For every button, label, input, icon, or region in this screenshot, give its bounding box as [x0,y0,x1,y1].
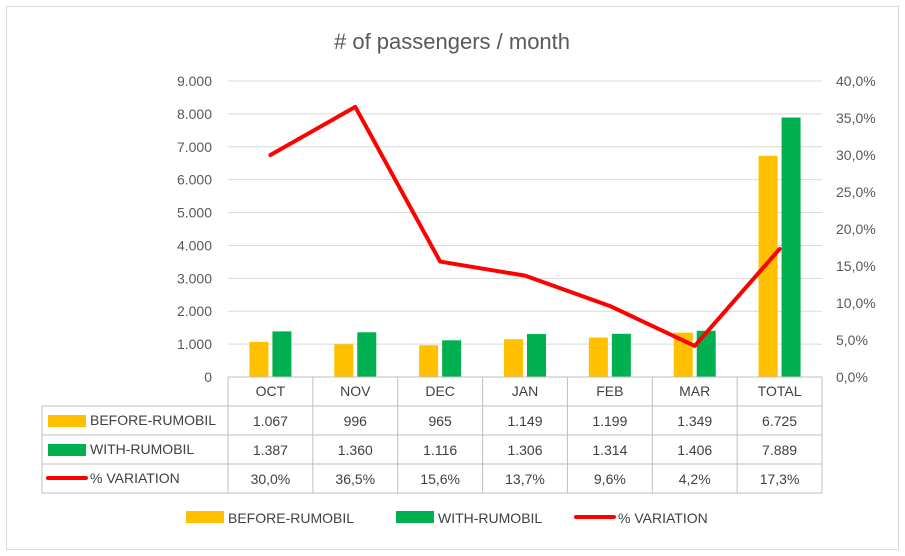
left-axis: 0 1.000 2.000 3.000 4.000 5.000 6.000 7.000 8.00… [177,73,212,385]
table-cell-value: 1.360 [338,442,373,458]
bar-before-rumobil-oct [249,342,268,377]
right-axis-tick-label: 0,0% [836,369,868,385]
table-cell-value: 1.116 [423,442,457,458]
left-axis-tick-label: 7.000 [177,139,212,155]
table-series-name: WITH-RUMOBIL [90,441,194,457]
left-axis-tick-label: 1.000 [177,336,212,352]
bar-with-rumobil-total [782,118,801,377]
legend-label: BEFORE-RUMOBIL [228,510,354,526]
table-cell-value: 17,3% [760,471,800,487]
table-cell-value: 1.199 [592,413,627,429]
category-label: JAN [512,383,538,399]
table-cell-value: 965 [428,413,452,429]
table-legend-key-before-rumobil [48,415,86,427]
left-axis-tick-label: 0 [204,369,212,385]
table-cell-value: 30,0% [251,471,291,487]
table-cell-value: 6.725 [762,413,797,429]
right-axis-tick-label: 10,0% [836,295,876,311]
category-label: TOTAL [758,383,802,399]
bar-with-rumobil-nov [357,332,376,377]
left-axis-tick-label: 6.000 [177,172,212,188]
left-axis-tick-label: 4.000 [177,237,212,253]
right-axis: 0,0% 5,0% 10,0% 15,0% 20,0% 25,0% 30,0% 35,0% 40… [836,73,876,385]
table-cell-value: 13,7% [505,471,545,487]
table-series-name: % VARIATION [90,470,180,486]
chart: # of passengers / month 0 1.000 2.000 3.000… [0,0,905,556]
bar-with-rumobil-oct [272,331,291,377]
legend-label: % VARIATION [618,510,708,526]
legend-key-with-rumobil [396,511,434,523]
left-axis-tick-label: 8.000 [177,106,212,122]
legend: BEFORE-RUMOBIL WITH-RUMOBIL % VARIATION [186,510,708,526]
right-axis-tick-label: 25,0% [836,184,876,200]
table-cell-value: 1.149 [507,413,542,429]
category-label: OCT [256,383,286,399]
left-axis-tick-label: 9.000 [177,73,212,89]
bar-with-rumobil-feb [612,334,631,377]
right-axis-tick-label: 5,0% [836,332,868,348]
legend-label: WITH-RUMOBIL [438,510,542,526]
table-series-name: BEFORE-RUMOBIL [90,412,216,428]
table-cell-value: 1.314 [592,442,627,458]
bar-with-rumobil-dec [442,340,461,377]
bar-before-rumobil-jan [504,339,523,377]
table-cell-value: 1.306 [507,442,542,458]
bar-marks [249,118,800,377]
right-axis-tick-label: 35,0% [836,110,876,126]
table-cell-value: 1.406 [677,442,712,458]
table-cell-value: 9,6% [594,471,626,487]
bar-before-rumobil-feb [589,338,608,377]
category-label: MAR [679,383,710,399]
table-cell-value: 1.349 [677,413,712,429]
table-cell-value: 15,6% [420,471,460,487]
variation-line [270,107,779,346]
table-cell-value: 4,2% [679,471,711,487]
legend-key-before-rumobil [186,511,224,523]
bar-before-rumobil-dec [419,345,438,377]
table-cell-value: 1.387 [253,442,288,458]
left-axis-tick-label: 5.000 [177,205,212,221]
right-axis-tick-label: 30,0% [836,147,876,163]
category-label: FEB [596,383,623,399]
left-axis-tick-label: 2.000 [177,303,212,319]
gridlines [228,81,822,377]
chart-title: # of passengers / month [334,29,570,54]
bar-before-rumobil-total [759,156,778,377]
right-axis-tick-label: 40,0% [836,73,876,89]
table-cell-value: 7.889 [762,442,797,458]
left-axis-tick-label: 3.000 [177,270,212,286]
table-cell-value: 1.067 [253,413,288,429]
right-axis-tick-label: 20,0% [836,221,876,237]
table-legend-key-with-rumobil [48,444,86,456]
line-series [270,107,779,346]
bar-before-rumobil-nov [334,344,353,377]
table-cell-value: 996 [344,413,368,429]
category-label: NOV [340,383,371,399]
table-cell-value: 36,5% [335,471,375,487]
bar-with-rumobil-jan [527,334,546,377]
right-axis-tick-label: 15,0% [836,258,876,274]
data-table: OCT NOV DEC JAN FEB MAR TOTAL BEFORE-RUMOBIL 1.0… [42,377,822,493]
category-label: DEC [425,383,455,399]
